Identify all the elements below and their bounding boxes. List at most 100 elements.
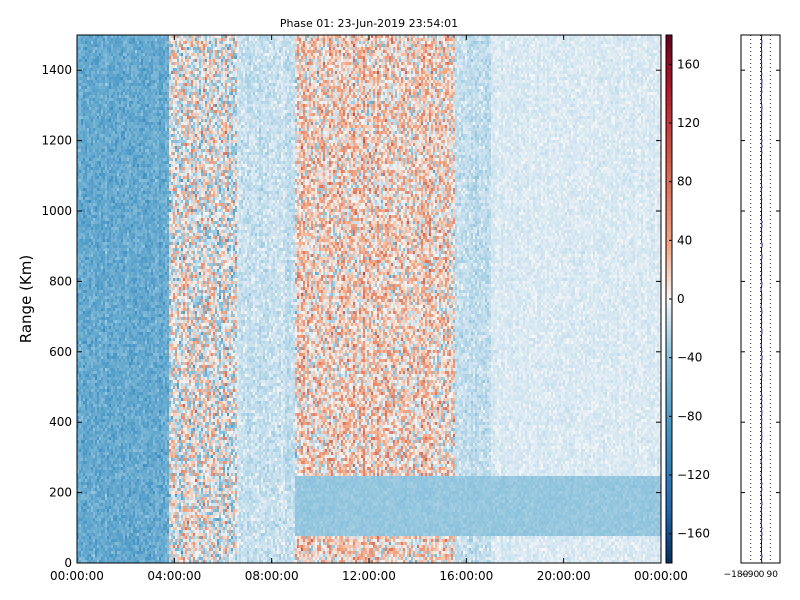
heatmap-cell bbox=[121, 146, 124, 150]
heatmap-cell bbox=[115, 119, 118, 123]
heatmap-cell bbox=[97, 419, 100, 423]
heatmap-cell bbox=[119, 476, 122, 480]
heatmap-cell bbox=[107, 530, 110, 534]
heatmap-cell bbox=[123, 170, 126, 174]
heatmap-cell bbox=[83, 236, 86, 240]
heatmap-cell bbox=[107, 506, 110, 510]
heatmap-cell bbox=[95, 41, 98, 45]
heatmap-cell bbox=[79, 251, 82, 255]
heatmap-cell bbox=[125, 92, 128, 96]
heatmap-cell bbox=[93, 83, 96, 87]
heatmap-cell bbox=[125, 350, 128, 354]
heatmap-cell bbox=[127, 260, 130, 264]
heatmap-cell bbox=[91, 494, 94, 498]
heatmap-cell bbox=[103, 260, 106, 264]
heatmap-cell bbox=[119, 266, 122, 270]
heatmap-cell bbox=[111, 311, 114, 315]
heatmap-cell bbox=[101, 380, 104, 384]
heatmap-cell bbox=[87, 125, 90, 129]
heatmap-cell bbox=[83, 281, 86, 285]
heatmap-cell bbox=[117, 215, 120, 219]
heatmap-cell bbox=[81, 515, 84, 519]
heatmap-cell bbox=[121, 122, 124, 126]
heatmap-cell bbox=[111, 410, 114, 414]
heatmap-cell bbox=[103, 479, 106, 483]
heatmap-cell bbox=[115, 101, 118, 105]
heatmap-cell bbox=[87, 287, 90, 291]
heatmap-cell bbox=[127, 413, 130, 417]
heatmap-cell bbox=[77, 242, 80, 246]
heatmap-cell bbox=[131, 44, 134, 48]
heatmap-cell bbox=[113, 176, 116, 180]
heatmap-cell bbox=[81, 233, 84, 237]
heatmap-cell bbox=[107, 284, 110, 288]
heatmap-cell bbox=[89, 233, 92, 237]
heatmap-cell bbox=[89, 383, 92, 387]
heatmap-cell bbox=[81, 176, 84, 180]
heatmap-cell bbox=[111, 176, 114, 180]
heatmap-cell bbox=[119, 170, 122, 174]
heatmap-cell bbox=[77, 512, 80, 516]
heatmap-cell bbox=[103, 329, 106, 333]
heatmap-cell bbox=[127, 284, 130, 288]
heatmap-cell bbox=[117, 50, 120, 54]
heatmap-cell bbox=[131, 422, 134, 426]
heatmap-cell bbox=[127, 359, 130, 363]
heatmap-cell bbox=[83, 308, 86, 312]
heatmap-cell bbox=[81, 191, 84, 195]
heatmap-cell bbox=[119, 491, 122, 495]
heatmap-cell bbox=[103, 215, 106, 219]
heatmap-cell bbox=[113, 311, 116, 315]
heatmap-cell bbox=[83, 86, 86, 90]
heatmap-cell bbox=[111, 344, 114, 348]
heatmap-cell bbox=[125, 425, 128, 429]
heatmap-cell bbox=[91, 413, 94, 417]
heatmap-cell bbox=[107, 419, 110, 423]
heatmap-cell bbox=[97, 536, 100, 540]
heatmap-cell bbox=[133, 203, 136, 207]
heatmap-cell bbox=[121, 323, 124, 327]
heatmap-cell bbox=[79, 458, 82, 462]
heatmap-cell bbox=[95, 482, 98, 486]
heatmap-cell bbox=[103, 500, 106, 504]
heatmap-cell bbox=[97, 248, 100, 252]
heatmap-cell bbox=[127, 560, 130, 564]
heatmap-cell bbox=[81, 77, 84, 81]
heatmap-cell bbox=[95, 299, 98, 303]
heatmap-cell bbox=[77, 329, 80, 333]
heatmap-cell bbox=[115, 233, 118, 237]
heatmap-cell bbox=[115, 35, 118, 39]
heatmap-cell bbox=[111, 35, 114, 39]
heatmap-cell bbox=[79, 452, 82, 456]
heatmap-cell bbox=[109, 206, 112, 210]
heatmap-cell bbox=[129, 278, 132, 282]
heatmap-cell bbox=[119, 329, 122, 333]
heatmap-cell bbox=[125, 500, 128, 504]
heatmap-cell bbox=[121, 131, 124, 135]
heatmap-cell bbox=[119, 434, 122, 438]
heatmap-cell bbox=[121, 437, 124, 441]
heatmap-cell bbox=[99, 71, 102, 75]
heatmap-cell bbox=[89, 161, 92, 165]
heatmap-cell bbox=[121, 44, 124, 48]
heatmap-cell bbox=[127, 452, 130, 456]
heatmap-cell bbox=[121, 374, 124, 378]
heatmap-cell bbox=[77, 500, 80, 504]
heatmap-cell bbox=[103, 284, 106, 288]
heatmap-cell bbox=[97, 212, 100, 216]
heatmap-cell bbox=[131, 512, 134, 516]
heatmap-cell bbox=[79, 224, 82, 228]
heatmap-cell bbox=[95, 467, 98, 471]
heatmap-cell bbox=[81, 485, 84, 489]
heatmap-cell bbox=[127, 239, 130, 243]
heatmap-cell bbox=[113, 200, 116, 204]
heatmap-cell bbox=[103, 263, 106, 267]
heatmap-cell bbox=[93, 410, 96, 414]
heatmap-cell bbox=[97, 314, 100, 318]
heatmap-cell bbox=[103, 299, 106, 303]
heatmap-cell bbox=[117, 416, 120, 420]
heatmap-cell bbox=[103, 188, 106, 192]
heatmap-cell bbox=[83, 380, 86, 384]
heatmap-cell bbox=[123, 83, 126, 87]
heatmap-cell bbox=[105, 293, 108, 297]
